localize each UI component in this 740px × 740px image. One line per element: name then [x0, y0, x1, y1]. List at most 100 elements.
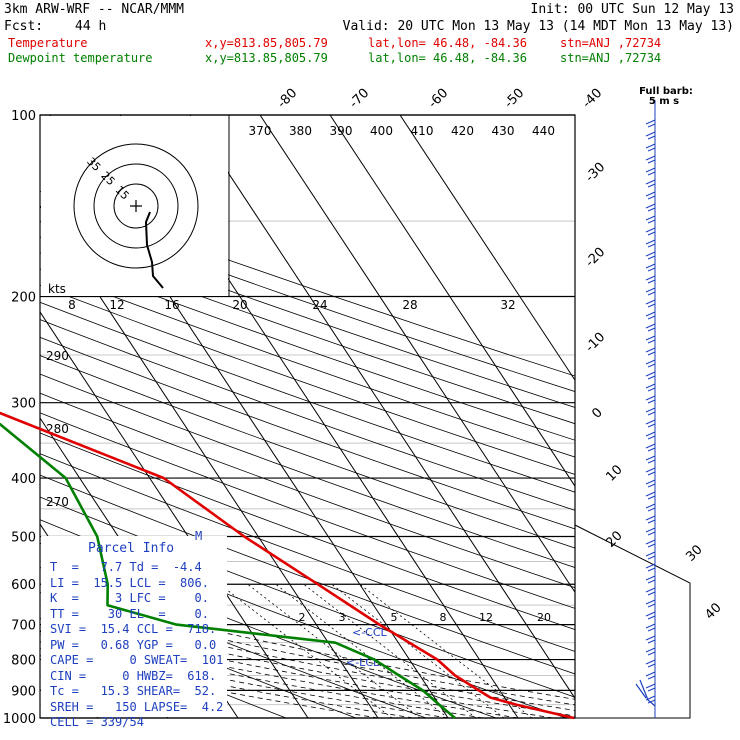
parcel-info-row: TT = 30 EL = 0.	[50, 606, 209, 621]
pressure-label-300: 300	[11, 397, 36, 412]
parcel-info-row: T = 7.7 Td = -4.4	[50, 560, 202, 574]
pressure-label-200: 200	[11, 291, 36, 306]
mixing-ratio-top-label: 24	[312, 298, 327, 312]
pressure-label-400: 400	[11, 472, 36, 487]
isotherm-right-label: -20	[583, 245, 609, 271]
isotherm-right-label: -30	[583, 160, 609, 186]
hodograph-unit: kts	[48, 282, 66, 296]
theta-e-label: 380	[289, 124, 312, 138]
mixing-ratio-top-label: 16	[164, 298, 179, 312]
isotherm-top-label: -80	[275, 86, 301, 112]
theta-e-label: 420	[451, 124, 474, 138]
model-title: 3km ARW-WRF -- NCAR/MMM	[4, 2, 185, 17]
temperature-latlon: lat,lon= 46.48, -84.36	[368, 36, 527, 50]
isotherm-right-label: 30	[683, 542, 705, 564]
wind-barb	[645, 527, 656, 536]
wind-barb	[645, 431, 656, 440]
parcel-info-row: CAPE = 0 SWEAT= 101	[50, 653, 224, 667]
dewpoint-xy: x,y=813.85,805.79	[205, 51, 328, 65]
wind-barb	[645, 551, 656, 560]
hodograph-center	[130, 200, 142, 212]
wind-barb	[645, 275, 656, 284]
moist-adiabat	[40, 596, 575, 706]
isotherm	[329, 115, 575, 488]
wind-barb	[645, 611, 656, 620]
pressure-label-700: 700	[11, 619, 36, 634]
wind-barb	[645, 443, 656, 452]
wind-barb	[645, 671, 656, 680]
hodograph-ring	[93, 163, 179, 249]
mixing-ratio-top-label: 8	[68, 298, 76, 312]
parcel-info-m: M	[195, 529, 203, 543]
wind-barb	[645, 395, 656, 404]
fcst-value: 44 h	[75, 19, 107, 34]
dry-adiabat	[40, 373, 575, 569]
parcel-info-title: Parcel Info	[88, 541, 175, 556]
wind-barb	[645, 143, 656, 152]
moist-adiabat	[40, 641, 449, 718]
wind-barb-label: Full barb:	[639, 86, 693, 97]
theta-e-label: 410	[411, 124, 434, 138]
wind-barb	[645, 407, 656, 416]
wind-barb	[645, 659, 656, 668]
parcel-info-row: PW = 0.68 YGP = 0.0	[50, 637, 217, 652]
isotherm-right-label: 0	[589, 405, 605, 421]
mixing-ratio-bottom-label: 3	[339, 611, 346, 624]
wind-barb-unit: 5 m s	[649, 96, 679, 107]
dry-adiabat	[40, 319, 575, 511]
mixing-ratio-line	[303, 583, 477, 718]
mixing-ratio-bottom-label: 8	[440, 611, 447, 624]
dry-adiabat	[40, 301, 575, 493]
valid-time: Valid: 20 UTC Mon 13 May 13 (14 MDT Mon …	[342, 19, 734, 34]
hodograph-ring	[113, 183, 159, 229]
mixing-ratio-line	[275, 583, 449, 718]
wind-barb	[645, 323, 656, 332]
mixing-ratio-bottom-label: 5	[391, 611, 398, 624]
dry-adiabat	[40, 268, 575, 458]
lower-right-frame	[574, 524, 691, 719]
theta-e-label: 390	[330, 124, 353, 138]
pressure-label-1000: 1000	[3, 712, 36, 727]
isotherm-top-label: -60	[426, 86, 452, 112]
wind-barb	[645, 479, 656, 488]
theta-e-label: 400	[370, 124, 393, 138]
wind-barb	[645, 299, 656, 308]
wind-barb	[645, 347, 656, 356]
dry-adiabat	[40, 221, 575, 408]
wind-barb	[645, 155, 656, 164]
temperature-legend: Temperature	[8, 36, 88, 50]
wind-barb	[645, 215, 656, 224]
wind-barb	[645, 359, 656, 368]
wind-barb	[645, 503, 656, 512]
dry-adiabat	[40, 474, 575, 675]
isotherm	[40, 311, 309, 718]
init-time: Init: 00 UTC Sun 12 May 13	[530, 2, 735, 17]
dry-adiabat	[40, 284, 575, 475]
wind-barb	[645, 251, 656, 260]
wind-barb	[645, 371, 656, 380]
wind-barb	[645, 587, 656, 596]
isotherm-right-label: -10	[583, 330, 609, 356]
dry-adiabat	[40, 252, 575, 441]
wind-barb	[645, 167, 656, 176]
wind-barb	[645, 263, 656, 272]
parcel-info-row: CELL = 339/54	[50, 715, 144, 729]
dry-adiabat	[40, 336, 575, 530]
temperature-line	[0, 411, 575, 720]
dry-adiabat-label: 270	[46, 495, 69, 509]
mixing-ratio-line	[247, 583, 421, 718]
parcel-info-row: K = 3 LFC = 0.	[50, 591, 209, 605]
lcl-label: <-LCL	[346, 656, 380, 669]
ccl-label: <-CCL	[352, 626, 388, 639]
mixing-ratio-line	[331, 583, 505, 718]
wind-barb	[645, 311, 656, 320]
dewpoint-legend: Dewpoint temperature	[8, 51, 153, 65]
theta-e-label: 440	[532, 124, 555, 138]
parcel-info-row: CIN = 0 HWBZ= 618.	[50, 668, 217, 683]
isotherm-top-label: -40	[580, 86, 606, 112]
mixing-ratio-top-label: 28	[402, 298, 417, 312]
mixing-ratio-bottom-label: 20	[537, 611, 551, 624]
dry-adiabat	[40, 412, 575, 609]
dewpoint-latlon: lat,lon= 46.48, -84.36	[368, 51, 527, 65]
wind-barb	[645, 227, 656, 236]
